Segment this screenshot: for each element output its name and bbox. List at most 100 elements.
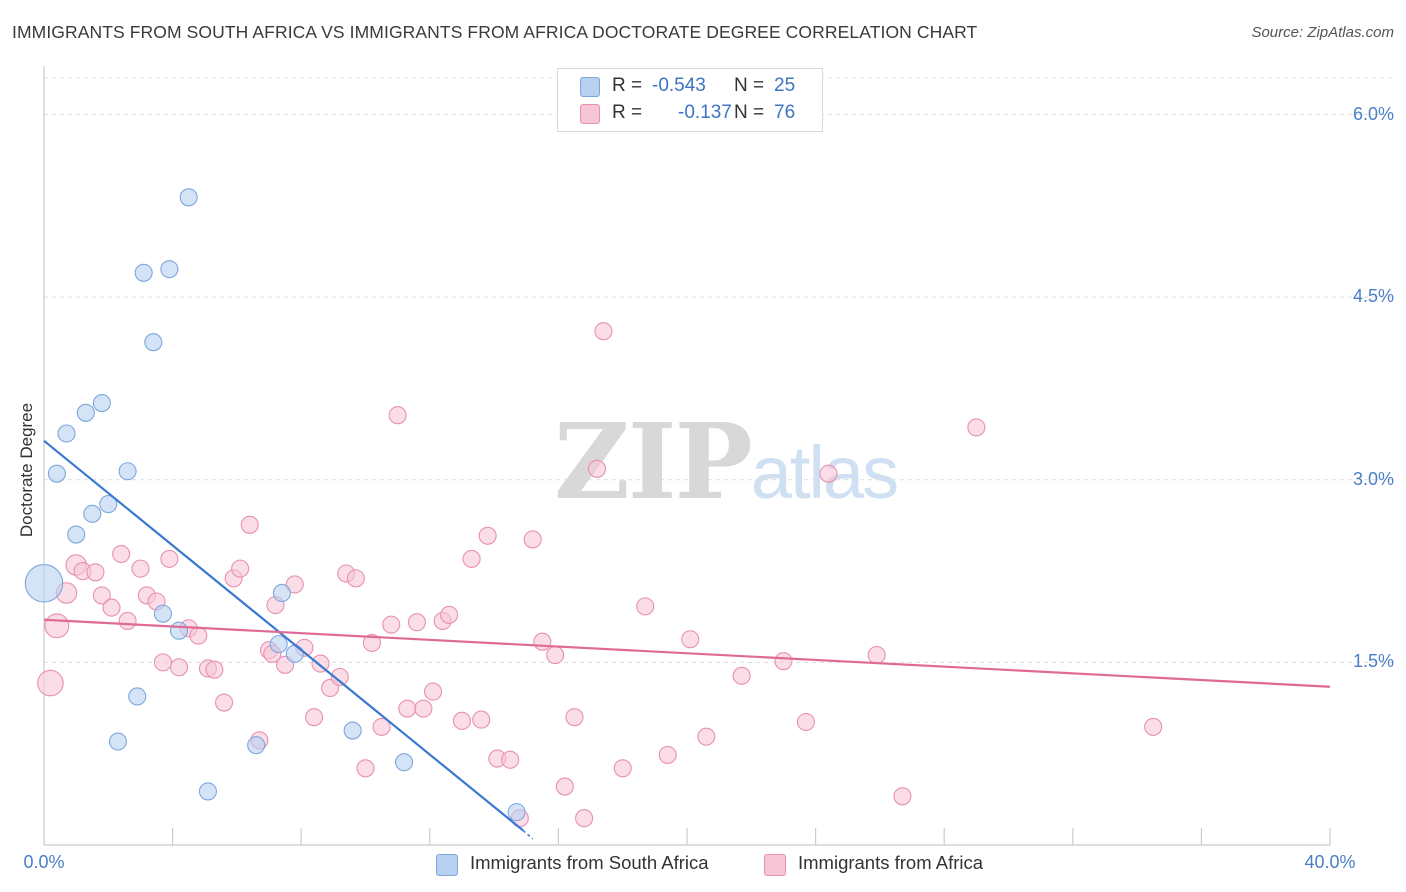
series-south-africa-points bbox=[24, 188, 526, 822]
south-africa-point bbox=[285, 644, 304, 663]
africa-point bbox=[86, 563, 105, 582]
africa-point bbox=[796, 712, 816, 732]
y-tick-label: 1.5% bbox=[1352, 651, 1394, 672]
watermark-zip: ZIP bbox=[554, 400, 753, 523]
bottom-legend-label: Immigrants from Africa bbox=[798, 852, 984, 873]
south-africa-point bbox=[269, 635, 288, 654]
trend-lines bbox=[43, 439, 1331, 840]
africa-point bbox=[613, 759, 632, 778]
africa-point bbox=[240, 515, 259, 534]
south-africa-point bbox=[99, 495, 118, 514]
south-africa-point bbox=[144, 333, 163, 352]
africa-point bbox=[362, 633, 381, 652]
bottom-legend-swatch-blue bbox=[436, 854, 458, 876]
south-africa-point bbox=[153, 604, 173, 623]
legend-n-value: 76 bbox=[774, 102, 796, 123]
africa-point bbox=[305, 708, 324, 727]
bottom-legend-label: Immigrants from South Africa bbox=[470, 852, 709, 873]
africa-point bbox=[893, 787, 912, 806]
africa-point bbox=[356, 759, 375, 778]
africa-point bbox=[523, 530, 542, 549]
south-africa-point bbox=[198, 782, 218, 801]
africa-point bbox=[205, 660, 224, 679]
south-africa-point bbox=[134, 263, 153, 282]
africa-point bbox=[407, 613, 426, 632]
africa-point bbox=[102, 598, 121, 617]
africa-point bbox=[452, 711, 472, 730]
chart-title: IMMIGRANTS FROM SOUTH AFRICA VS IMMIGRAN… bbox=[12, 22, 978, 42]
africa-point bbox=[732, 666, 751, 685]
legend-swatch-pink bbox=[580, 104, 600, 124]
source-credit: Source: ZipAtlas.com bbox=[1251, 24, 1394, 41]
africa-point bbox=[214, 693, 234, 712]
africa-point bbox=[636, 597, 655, 616]
africa-point bbox=[462, 549, 481, 568]
south-africa-point bbox=[507, 803, 526, 822]
africa-point bbox=[587, 459, 607, 478]
y-axis-label: Doctorate Degree bbox=[17, 402, 36, 538]
africa-point bbox=[169, 658, 189, 677]
series-africa-points bbox=[37, 322, 1163, 828]
africa-point bbox=[423, 682, 443, 701]
africa-point bbox=[681, 630, 700, 649]
africa-point bbox=[565, 708, 584, 727]
south-africa-point bbox=[272, 583, 291, 603]
south-africa-point bbox=[160, 260, 179, 279]
south-africa-point bbox=[57, 424, 76, 443]
africa-point bbox=[330, 667, 349, 687]
south-africa-point bbox=[343, 721, 362, 740]
africa-point bbox=[388, 406, 407, 425]
south-africa-point bbox=[128, 687, 147, 706]
south-africa-point bbox=[179, 188, 198, 207]
africa-point bbox=[160, 549, 179, 568]
x-tick-label: 40.0% bbox=[1304, 852, 1356, 872]
africa-point bbox=[118, 611, 137, 631]
south-africa-point bbox=[108, 732, 127, 751]
legend-n-value: 25 bbox=[774, 75, 796, 96]
y-axis-label-wrap: Doctorate Degree bbox=[12, 300, 42, 640]
africa-point bbox=[575, 809, 594, 828]
legend-swatch-blue bbox=[580, 77, 600, 97]
zipatlas-watermark: ZIPatlas bbox=[554, 400, 899, 523]
legend-r-label: R = bbox=[612, 102, 643, 123]
legend-r-value: -0.137 bbox=[678, 102, 732, 123]
africa-point bbox=[594, 322, 613, 341]
south-africa-trend-line bbox=[43, 439, 524, 832]
africa-point bbox=[44, 613, 70, 639]
africa-point bbox=[285, 575, 304, 594]
y-tick-label: 4.5% bbox=[1352, 286, 1394, 307]
africa-point bbox=[555, 777, 574, 796]
legend-r-label: R = bbox=[612, 75, 643, 96]
south-africa-point bbox=[92, 394, 111, 413]
africa-point bbox=[382, 615, 401, 634]
south-africa-trend-extension bbox=[522, 829, 534, 840]
africa-point bbox=[92, 586, 111, 605]
africa-point bbox=[37, 669, 64, 697]
africa-trend-line bbox=[43, 618, 1331, 688]
africa-point bbox=[658, 745, 677, 764]
africa-point bbox=[231, 559, 250, 578]
south-africa-point bbox=[395, 753, 414, 772]
africa-point bbox=[546, 646, 565, 665]
south-africa-point bbox=[83, 504, 102, 523]
south-africa-point bbox=[169, 621, 189, 640]
south-africa-point bbox=[76, 403, 95, 422]
y-tick-label: 6.0% bbox=[1352, 103, 1394, 124]
africa-point bbox=[819, 464, 838, 483]
x-tick-label: 0.0% bbox=[23, 852, 65, 872]
africa-point bbox=[472, 710, 491, 729]
africa-point bbox=[967, 418, 986, 437]
africa-point bbox=[112, 544, 131, 564]
africa-point bbox=[533, 632, 552, 651]
south-africa-point bbox=[47, 464, 66, 483]
south-africa-point bbox=[24, 563, 64, 603]
africa-point bbox=[189, 626, 208, 645]
legend-n-label: N = bbox=[734, 75, 765, 96]
axes bbox=[43, 66, 1331, 846]
africa-point bbox=[372, 717, 391, 736]
africa-point bbox=[131, 559, 150, 578]
africa-point bbox=[1144, 717, 1163, 736]
africa-point bbox=[414, 699, 433, 718]
africa-point bbox=[440, 605, 459, 624]
